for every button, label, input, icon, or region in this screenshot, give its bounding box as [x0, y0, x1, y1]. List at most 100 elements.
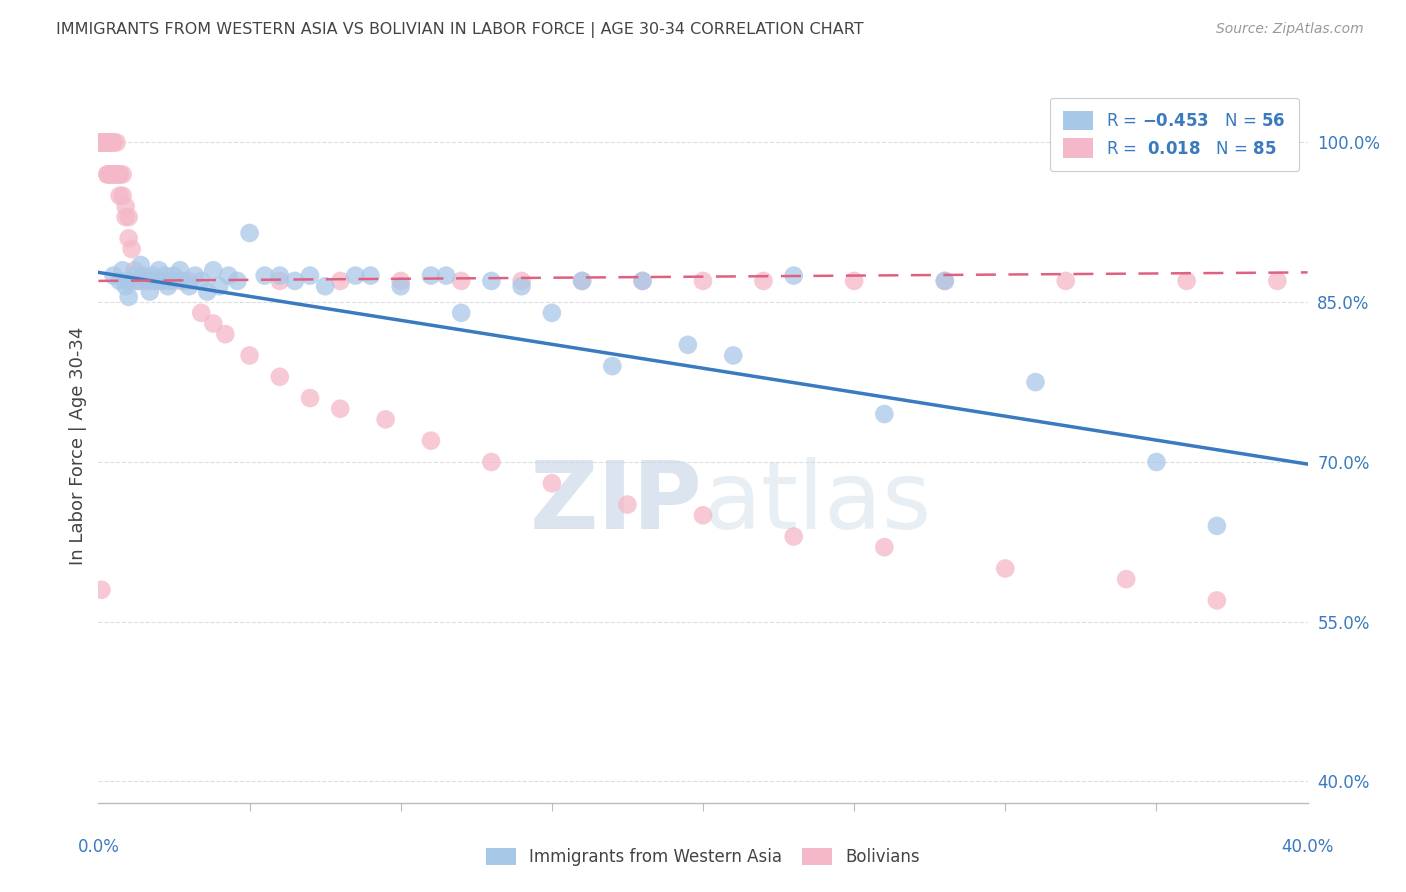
Point	[374, 412, 396, 426]
Point	[360, 268, 382, 283]
Point	[481, 455, 503, 469]
Point	[127, 274, 149, 288]
Point	[108, 274, 131, 288]
Point	[148, 274, 170, 288]
Point	[114, 210, 136, 224]
Point	[269, 369, 291, 384]
Point	[169, 274, 191, 288]
Point	[111, 263, 134, 277]
Point	[118, 274, 141, 288]
Point	[299, 391, 322, 405]
Point	[90, 136, 112, 150]
Point	[602, 359, 624, 373]
Point	[269, 274, 291, 288]
Point	[782, 268, 804, 283]
Text: Source: ZipAtlas.com: Source: ZipAtlas.com	[1216, 22, 1364, 37]
Point	[124, 263, 146, 277]
Point	[93, 136, 115, 150]
Point	[90, 136, 112, 150]
Point	[510, 279, 533, 293]
Point	[93, 136, 115, 150]
Point	[314, 279, 336, 293]
Y-axis label: In Labor Force | Age 30-34: In Labor Force | Age 30-34	[69, 326, 87, 566]
Point	[434, 268, 457, 283]
Point	[129, 274, 152, 288]
Point	[202, 317, 225, 331]
Point	[114, 199, 136, 213]
Point	[163, 268, 186, 283]
Point	[873, 407, 896, 421]
Point	[90, 136, 112, 150]
Point	[96, 136, 118, 150]
Point	[571, 274, 593, 288]
Point	[202, 263, 225, 277]
Point	[1144, 455, 1167, 469]
Point	[105, 168, 128, 182]
Point	[450, 274, 472, 288]
Point	[169, 263, 191, 277]
Point	[93, 136, 115, 150]
Point	[100, 136, 122, 150]
Point	[118, 290, 141, 304]
Text: 0.0%: 0.0%	[77, 838, 120, 856]
Point	[269, 268, 291, 283]
Point	[160, 274, 183, 288]
Point	[90, 136, 112, 150]
Point	[481, 274, 503, 288]
Point	[142, 268, 165, 283]
Text: IMMIGRANTS FROM WESTERN ASIA VS BOLIVIAN IN LABOR FORCE | AGE 30-34 CORRELATION : IMMIGRANTS FROM WESTERN ASIA VS BOLIVIAN…	[56, 22, 863, 38]
Point	[195, 285, 218, 299]
Text: atlas: atlas	[703, 457, 931, 549]
Point	[108, 168, 131, 182]
Point	[1206, 519, 1229, 533]
Point	[111, 168, 134, 182]
Point	[217, 268, 239, 283]
Point	[752, 274, 775, 288]
Point	[96, 168, 118, 182]
Point	[93, 136, 115, 150]
Point	[148, 263, 170, 277]
Point	[105, 136, 128, 150]
Point	[844, 274, 866, 288]
Point	[177, 279, 201, 293]
Point	[226, 274, 249, 288]
Point	[190, 274, 212, 288]
Point	[1175, 274, 1198, 288]
Point	[124, 268, 146, 283]
Point	[96, 168, 118, 182]
Point	[692, 274, 714, 288]
Point	[118, 210, 141, 224]
Point	[96, 136, 118, 150]
Point	[631, 274, 654, 288]
Point	[150, 274, 173, 288]
Point	[253, 268, 276, 283]
Point	[108, 168, 131, 182]
Point	[114, 279, 136, 293]
Point	[135, 274, 157, 288]
Point	[90, 136, 112, 150]
Point	[160, 274, 183, 288]
Point	[93, 136, 115, 150]
Point	[934, 274, 956, 288]
Point	[329, 401, 352, 416]
Point	[156, 279, 179, 293]
Point	[93, 136, 115, 150]
Point	[139, 285, 162, 299]
Point	[172, 274, 194, 288]
Point	[145, 274, 167, 288]
Point	[389, 274, 412, 288]
Point	[100, 168, 122, 182]
Point	[214, 327, 236, 342]
Point	[239, 349, 262, 363]
Point	[994, 561, 1017, 575]
Point	[208, 279, 231, 293]
Point	[111, 188, 134, 202]
Point	[153, 268, 176, 283]
Point	[284, 274, 307, 288]
Point	[96, 136, 118, 150]
Point	[153, 274, 176, 288]
Point	[540, 476, 562, 491]
Point	[1265, 274, 1288, 288]
Point	[121, 242, 143, 256]
Point	[105, 168, 128, 182]
